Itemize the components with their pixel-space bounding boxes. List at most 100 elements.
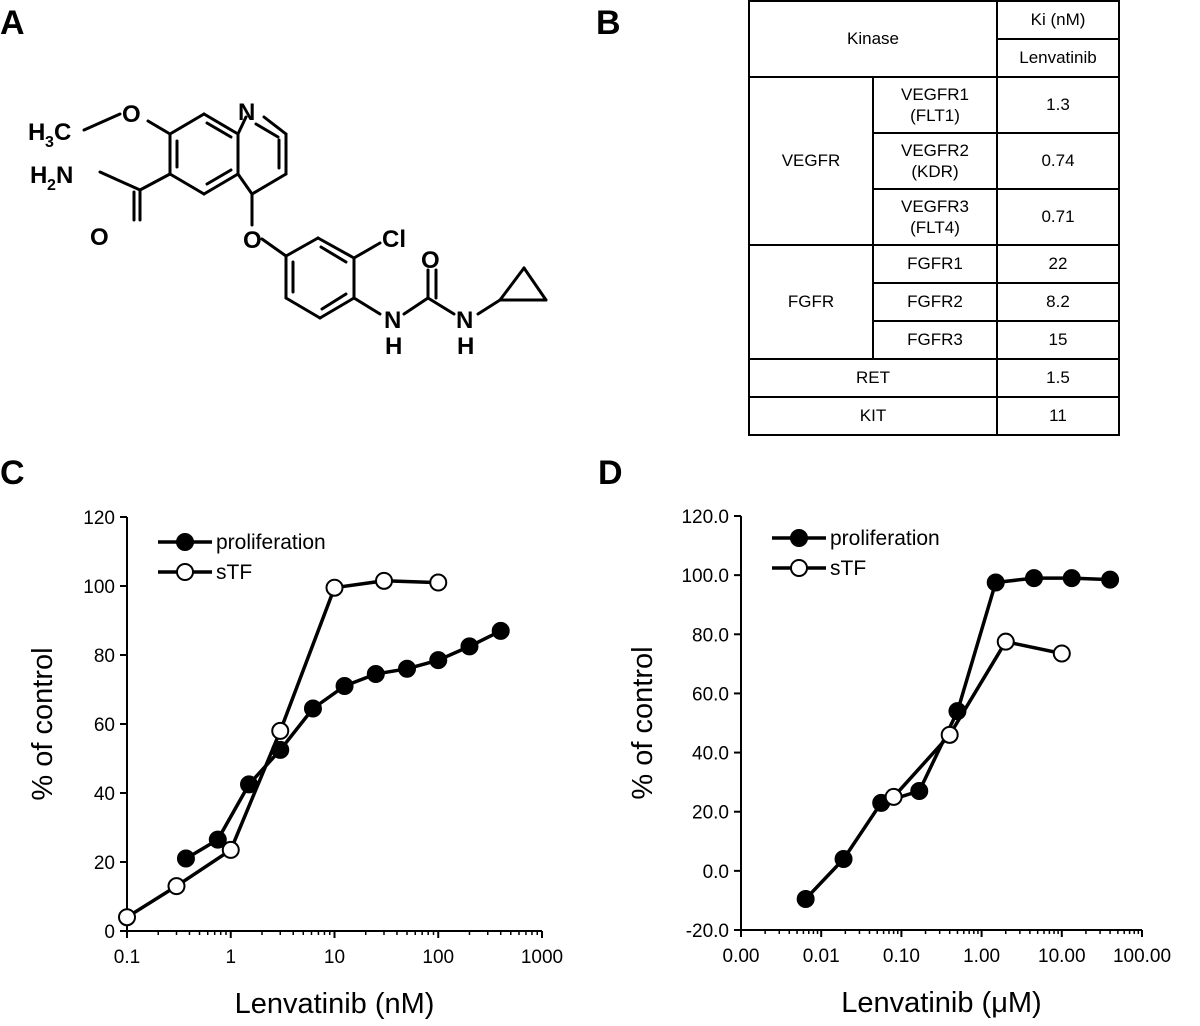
y-axis-title: % of control — [627, 646, 659, 799]
table-cell-kinase: VEGFR1 (FLT1) — [872, 76, 998, 134]
atom-h3c-c: C — [54, 119, 71, 146]
x-tick-label: 1.00 — [963, 946, 1000, 967]
table-group-fgfr: FGFR — [748, 244, 874, 360]
table-cell-value: 11 — [996, 396, 1120, 436]
data-point-proliferation — [208, 830, 227, 849]
x-tick-label: 0.01 — [803, 946, 840, 967]
atom-urea-h2: H — [457, 333, 474, 360]
y-tick-label: 120.0 — [681, 507, 729, 528]
x-tick-label: 10.00 — [1038, 946, 1086, 967]
data-point-sTF — [884, 787, 903, 806]
atom-methoxy-o: O — [122, 101, 141, 128]
chart-c: 0 20 40 60 80 100 120 0.1 1 10 100 1000 Lenvatinib (… — [27, 508, 563, 1020]
x-axis-title: Lenvatinib (μM) — [841, 987, 1041, 1019]
atom-h2n-n: N — [56, 162, 73, 189]
x-tick-label: 0.1 — [114, 947, 140, 968]
table-cell-kinase: VEGFR2 (KDR) — [872, 132, 998, 190]
panel-label-d: D — [598, 454, 623, 492]
kinase-ki-table: Kinase Ki (nM) Lenvatinib VEGFR VEGFR1 (F… — [748, 0, 1120, 436]
data-point-proliferation — [398, 659, 417, 678]
legend-marker — [176, 563, 194, 581]
table-header-ki: Ki (nM) — [996, 0, 1120, 40]
table-cell-kinase-ret: RET — [748, 358, 998, 398]
legend-marker — [176, 533, 194, 551]
structure-bonds — [82, 112, 548, 320]
x-tick-label: 10 — [324, 947, 345, 968]
y-tick-label: 60.0 — [692, 684, 729, 705]
table-cell-value: 22 — [996, 244, 1120, 284]
data-point-proliferation — [491, 621, 510, 640]
y-tick-label: 0 — [104, 922, 115, 943]
atom-amide-o: O — [90, 224, 109, 251]
series-line-proliferation — [185, 629, 502, 861]
table-row: VEGFR3 (FLT4) 0.71 — [749, 188, 1120, 246]
atom-cl: Cl — [382, 226, 406, 253]
x-tick-label: 1000 — [521, 947, 563, 968]
data-point-proliferation — [460, 637, 479, 656]
table-cell-kinase: FGFR3 — [872, 320, 998, 360]
y-tick-label: 80 — [94, 646, 115, 667]
atom-ether-o: O — [243, 227, 262, 254]
table-row: VEGFR2 (KDR) 0.74 — [749, 132, 1120, 190]
data-point-proliferation — [910, 782, 929, 801]
table-group-vegfr: VEGFR — [748, 76, 874, 246]
chart-d: -20.0 0.0 20.0 40.0 60.0 80.0 100.0 120.0 0.00 0.… — [627, 507, 1171, 1019]
legend-marker — [790, 559, 808, 577]
data-point-sTF — [940, 725, 959, 744]
data-point-proliferation — [1062, 569, 1081, 588]
data-point-proliferation — [176, 849, 195, 868]
table-row: FGFR2 8.2 — [749, 282, 1120, 322]
legend-marker — [790, 529, 808, 547]
table-cell-value: 1.5 — [996, 358, 1120, 398]
data-point-proliferation — [834, 850, 853, 869]
data-point-sTF — [221, 840, 240, 859]
atom-urea-n1: N — [384, 307, 401, 334]
data-point-proliferation — [1101, 570, 1120, 589]
kinase-name: VEGFR1 — [900, 84, 970, 104]
atom-urea-n2: N — [456, 307, 473, 334]
table-row: FGFR FGFR1 22 — [748, 244, 1120, 360]
data-point-sTF — [325, 578, 344, 597]
atom-urea-o: O — [421, 247, 440, 274]
atom-urea-h1: H — [385, 333, 402, 360]
legend-label-proliferation: proliferation — [830, 527, 940, 550]
data-point-proliferation — [429, 651, 448, 670]
kinase-alias: (KDR) — [911, 162, 959, 181]
table-header-drug: Lenvatinib — [996, 38, 1120, 78]
data-point-sTF — [429, 573, 448, 592]
table-cell-kinase: FGFR1 — [872, 244, 998, 284]
y-tick-label: 20.0 — [692, 803, 729, 824]
data-point-proliferation — [796, 889, 815, 908]
x-tick-label: 100 — [422, 947, 454, 968]
y-tick-label: 80.0 — [692, 625, 729, 646]
atom-ring-n: N — [238, 99, 255, 126]
kinase-name: VEGFR2 — [900, 140, 970, 160]
x-axis-title: Lenvatinib (nM) — [235, 988, 435, 1020]
series-line-sTF — [892, 639, 1063, 799]
x-tick-label: 100.00 — [1113, 946, 1171, 967]
legend-label-sTF: sTF — [216, 561, 252, 584]
y-tick-label: 40.0 — [692, 744, 729, 765]
y-tick-label: 100 — [83, 577, 115, 598]
y-tick-label: 60 — [94, 715, 115, 736]
table-cell-value: 15 — [996, 320, 1120, 360]
table-cell-kinase-kit: KIT — [748, 396, 998, 436]
data-point-sTF — [271, 721, 290, 740]
data-point-sTF — [118, 908, 136, 927]
table-row: VEGFR VEGFR1 (FLT1) 1.3 — [748, 76, 1120, 246]
x-tick-label: 1 — [225, 947, 236, 968]
legend-label-sTF: sTF — [830, 557, 866, 580]
y-axis-title: % of control — [27, 647, 59, 800]
legend-label-proliferation: proliferation — [216, 531, 326, 554]
panel-label-c: C — [0, 454, 25, 492]
y-tick-label: 40 — [94, 784, 115, 805]
kinase-name: VEGFR3 — [900, 196, 970, 216]
table-cell-value: 8.2 — [996, 282, 1120, 322]
y-tick-label: 100.0 — [681, 566, 729, 587]
y-tick-label: 20 — [94, 853, 115, 874]
data-point-proliferation — [303, 699, 322, 718]
atom-h2n-h: H — [30, 162, 47, 189]
table-cell-value: 1.3 — [996, 76, 1120, 134]
data-point-proliferation — [366, 664, 385, 683]
table-header-kinase: Kinase — [748, 0, 998, 78]
